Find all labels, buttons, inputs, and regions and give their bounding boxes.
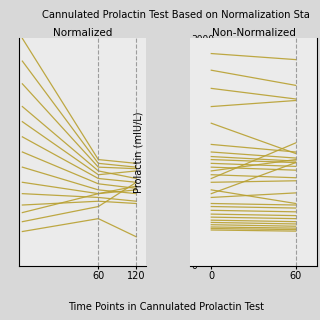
Title: Normalized: Normalized bbox=[53, 28, 112, 38]
Title: Non-Normalized: Non-Normalized bbox=[212, 28, 295, 38]
Y-axis label: Prolactin (mIU/L): Prolactin (mIU/L) bbox=[133, 111, 143, 193]
Text: Cannulated Prolactin Test Based on Normalization Sta: Cannulated Prolactin Test Based on Norma… bbox=[42, 10, 310, 20]
Text: Time Points in Cannulated Prolactin Test: Time Points in Cannulated Prolactin Test bbox=[68, 302, 264, 312]
